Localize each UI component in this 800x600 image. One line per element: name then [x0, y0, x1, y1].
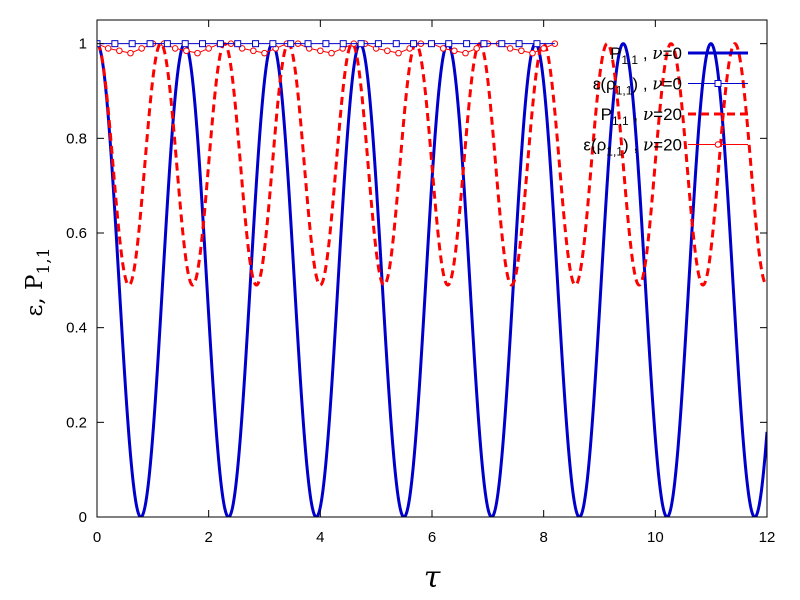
series-3-point [451, 47, 458, 55]
x-tick-label: 4 [316, 529, 324, 546]
x-tick-label: 2 [204, 529, 212, 546]
series-1-point [463, 40, 471, 48]
x-tick-label: 10 [647, 529, 664, 546]
series-3-point [194, 49, 201, 57]
series-3-point [250, 47, 257, 55]
series-3-point [104, 45, 112, 52]
axes: 0 2 4 6 8 10 12 0 0.2 0.4 0.6 0.8 1 [66, 19, 776, 546]
legend-subscript: 1,1 [606, 145, 623, 159]
legend-label-1: ε(ρ1,1) , ν=0 [593, 75, 682, 98]
series-1-point [287, 40, 295, 48]
legend-label-0: P1,1 , ν=0 [610, 44, 682, 67]
legend-main: ε(ρ [583, 136, 606, 155]
series-1-point [304, 40, 312, 48]
series-3-point [395, 49, 402, 57]
series-3-point [261, 49, 268, 57]
series-3-point [138, 45, 145, 52]
series-3-point [127, 49, 134, 57]
x-tick-label: 12 [759, 529, 776, 546]
legend-main: P [601, 105, 612, 124]
series-3-point [317, 47, 324, 55]
series-1-point [498, 40, 506, 48]
y-axis-title-main: ε, P [22, 275, 48, 317]
legend-separator: , [629, 105, 643, 124]
x-tick-label: 6 [428, 529, 436, 546]
legend-variable: ν [643, 136, 653, 156]
series-1-point [410, 40, 418, 48]
legend-label-3: ε(ρ1,1) , ν=20 [583, 136, 682, 159]
legend-close: ) [632, 75, 638, 94]
legend-variable: ν [643, 105, 653, 125]
series-1-point [533, 40, 541, 48]
legend-label-2: P1,1 , ν=20 [601, 105, 682, 128]
series-1-point [181, 40, 189, 48]
series-1-point [322, 40, 330, 48]
svg-text:ε, P1,1: ε, P1,1 [22, 247, 54, 316]
plot-frame [96, 19, 768, 518]
legend-value: =0 [663, 44, 682, 63]
series-1-point [515, 40, 523, 48]
series-3-point [171, 45, 179, 52]
legend-separator: , [638, 75, 652, 94]
legend-marker-1 [714, 80, 722, 87]
series-1-point [445, 40, 453, 48]
series-1-point [111, 40, 119, 48]
x-tick-label: 8 [539, 529, 547, 546]
series-1-point [216, 40, 224, 48]
series-1-point [339, 40, 347, 48]
series-1-point [357, 40, 365, 48]
series-3-point [328, 49, 335, 57]
y-axis-title: ε, P1,1 [22, 247, 54, 316]
series-1-point [269, 40, 277, 48]
series-line-2 [97, 42, 767, 287]
series-1-point [252, 40, 260, 48]
series-3-point [439, 45, 447, 52]
series-3-point [384, 47, 391, 55]
x-axis-title: τ [424, 560, 441, 595]
legend-main: ε(ρ [593, 75, 616, 94]
legend-separator: , [638, 44, 652, 63]
series-1-point [146, 40, 154, 48]
legend-variable: ν [652, 44, 662, 64]
series-1-point [374, 40, 382, 48]
series-1-point [128, 40, 136, 48]
y-tick-label: 0.4 [66, 320, 87, 337]
series-1-point [392, 40, 400, 48]
series-3-point [506, 45, 514, 52]
series-1-point [234, 40, 242, 48]
y-tick-label: 0.8 [66, 130, 87, 147]
series-1-point [427, 40, 435, 48]
series-3-point [473, 45, 480, 52]
legend-variable: ν [652, 75, 662, 95]
series-3-point [518, 47, 525, 55]
legend-subscript: 1,1 [621, 53, 638, 67]
y-tick-label: 0.2 [66, 414, 87, 431]
legend-value: =20 [653, 105, 682, 124]
plot-area [97, 40, 767, 517]
legend: P1,1 , ν=0ε(ρ1,1) , ν=0P1,1 , ν=20ε(ρ1,1… [583, 44, 748, 159]
series-1-point [163, 40, 171, 48]
legend-value: =20 [653, 136, 682, 155]
series-3-point [205, 45, 212, 52]
series-3-point [529, 49, 536, 57]
series-3-point [462, 49, 469, 57]
y-axis-title-subscript: 1,1 [34, 247, 54, 274]
legend-separator: , [629, 136, 643, 155]
y-tick-label: 1 [79, 36, 87, 53]
y-tick-label: 0 [79, 509, 87, 526]
series-1-point [199, 40, 207, 48]
series-3-point [540, 45, 547, 52]
series-3-point [183, 47, 190, 55]
legend-close: ) [623, 136, 629, 155]
y-tick-label: 0.6 [66, 225, 87, 242]
legend-subscript: 1,1 [616, 84, 633, 98]
legend-subscript: 1,1 [612, 114, 629, 128]
legend-marker-3 [714, 141, 722, 148]
x-tick-label: 0 [93, 529, 101, 546]
legend-main: P [610, 44, 621, 63]
legend-value: =0 [663, 75, 682, 94]
series-1-point [480, 40, 488, 48]
series-3-point [116, 47, 123, 55]
